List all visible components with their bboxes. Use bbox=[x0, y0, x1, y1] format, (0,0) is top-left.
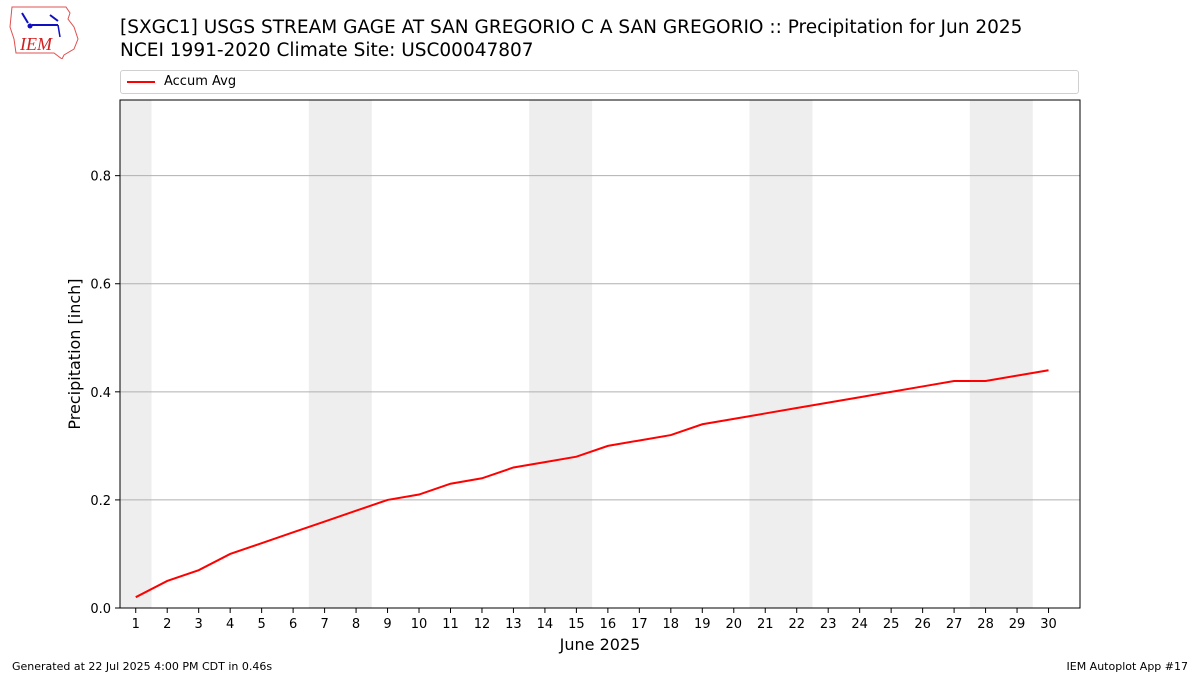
x-tick-label: 10 bbox=[411, 617, 428, 632]
x-tick-label: 29 bbox=[1009, 617, 1026, 632]
app-label: IEM Autoplot App #17 bbox=[1066, 660, 1189, 673]
chart-subtitle: NCEI 1991-2020 Climate Site: USC00047807 bbox=[120, 40, 534, 61]
x-tick-label: 9 bbox=[383, 617, 391, 632]
x-tick-label: 22 bbox=[788, 617, 805, 632]
y-tick-label: 0.0 bbox=[90, 602, 111, 617]
x-tick-label: 21 bbox=[757, 617, 774, 632]
logo-text: IEM bbox=[19, 34, 53, 54]
x-tick-label: 1 bbox=[132, 617, 140, 632]
x-tick-label: 15 bbox=[568, 617, 585, 632]
x-tick-label: 3 bbox=[195, 617, 203, 632]
y-tick-label: 0.6 bbox=[90, 278, 111, 293]
weekend-shade bbox=[969, 100, 1033, 608]
x-tick-label: 27 bbox=[946, 617, 963, 632]
chart-title: [SXGC1] USGS STREAM GAGE AT SAN GREGORIO… bbox=[120, 17, 1023, 38]
x-tick-label: 6 bbox=[289, 617, 297, 632]
x-axis-label: June 2025 bbox=[559, 635, 641, 654]
x-tick-label: 26 bbox=[914, 617, 931, 632]
x-tick-label: 28 bbox=[977, 617, 994, 632]
x-tick-label: 14 bbox=[537, 617, 554, 632]
x-tick-label: 18 bbox=[663, 617, 680, 632]
y-axis-label: Precipitation [inch] bbox=[65, 278, 84, 429]
x-tick-label: 13 bbox=[505, 617, 522, 632]
y-tick-label: 0.2 bbox=[90, 494, 111, 509]
generated-timestamp: Generated at 22 Jul 2025 4:00 PM CDT in … bbox=[12, 660, 273, 673]
weekend-shade bbox=[120, 100, 152, 608]
x-tick-label: 8 bbox=[352, 617, 360, 632]
x-tick-label: 17 bbox=[631, 617, 648, 632]
x-tick-label: 20 bbox=[725, 617, 742, 632]
iem-logo: IEM bbox=[9, 6, 79, 59]
x-tick-label: 24 bbox=[851, 617, 868, 632]
x-tick-label: 7 bbox=[320, 617, 328, 632]
weekend-shade bbox=[308, 100, 372, 608]
legend-swatch bbox=[127, 81, 155, 83]
y-tick-label: 0.4 bbox=[90, 386, 111, 401]
x-tick-label: 11 bbox=[442, 617, 459, 632]
x-tick-label: 16 bbox=[600, 617, 617, 632]
legend: Accum Avg bbox=[120, 70, 1079, 94]
weekend-shade bbox=[529, 100, 593, 608]
x-tick-label: 12 bbox=[474, 617, 491, 632]
x-tick-label: 2 bbox=[163, 617, 171, 632]
x-tick-label: 30 bbox=[1040, 617, 1057, 632]
y-tick-label: 0.8 bbox=[90, 170, 111, 185]
legend-label: Accum Avg bbox=[164, 74, 237, 89]
x-tick-label: 4 bbox=[226, 617, 234, 632]
x-tick-label: 23 bbox=[820, 617, 837, 632]
x-tick-label: 19 bbox=[694, 617, 711, 632]
series-line-accum-avg bbox=[135, 369, 1049, 599]
x-tick-label: 5 bbox=[257, 617, 265, 632]
plot-frame bbox=[119, 99, 1081, 609]
x-tick-label: 25 bbox=[883, 617, 900, 632]
weekend-shade bbox=[749, 100, 813, 608]
